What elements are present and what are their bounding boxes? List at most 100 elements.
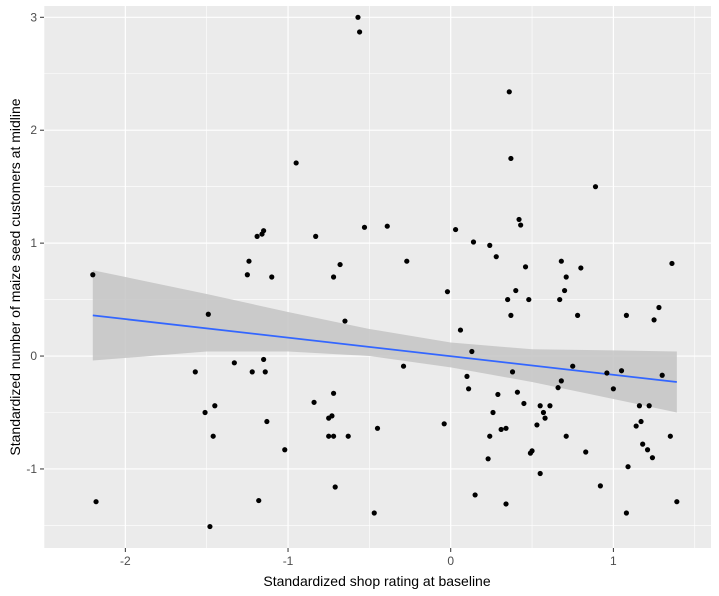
data-point bbox=[674, 499, 680, 505]
data-point bbox=[355, 14, 361, 20]
data-point bbox=[487, 242, 493, 248]
data-point bbox=[332, 484, 338, 490]
data-point bbox=[592, 184, 599, 190]
data-point bbox=[342, 318, 348, 324]
data-point bbox=[264, 418, 270, 425]
data-point bbox=[516, 216, 522, 223]
data-point bbox=[506, 89, 512, 95]
data-point bbox=[563, 433, 569, 439]
data-point bbox=[472, 492, 478, 498]
data-point bbox=[509, 369, 516, 375]
data-point bbox=[644, 447, 651, 453]
data-point bbox=[210, 433, 216, 439]
data-point bbox=[557, 296, 563, 303]
data-point bbox=[330, 274, 337, 280]
data-point bbox=[618, 368, 625, 374]
data-point bbox=[400, 363, 407, 369]
data-point bbox=[457, 327, 464, 333]
data-point bbox=[330, 390, 337, 396]
data-point bbox=[374, 425, 381, 431]
y-axis-title: Standardized number of maize seed custom… bbox=[7, 98, 23, 455]
data-point bbox=[610, 386, 616, 392]
data-point bbox=[282, 447, 288, 453]
data-point bbox=[526, 296, 532, 303]
data-point bbox=[547, 403, 553, 409]
data-point bbox=[371, 510, 377, 516]
data-point bbox=[469, 348, 475, 355]
data-point bbox=[313, 233, 319, 239]
data-point bbox=[575, 312, 581, 318]
data-point bbox=[667, 433, 673, 439]
confidence-band bbox=[92, 270, 677, 413]
data-point bbox=[561, 287, 568, 294]
points-layer bbox=[90, 14, 680, 530]
y-tick-label: 1 bbox=[30, 236, 37, 250]
data-point bbox=[498, 426, 504, 433]
confidence-band-layer bbox=[92, 270, 677, 413]
data-point bbox=[604, 370, 610, 376]
x-tick-label: 0 bbox=[447, 554, 454, 568]
data-point bbox=[623, 510, 630, 516]
data-point bbox=[202, 409, 208, 416]
data-point bbox=[404, 258, 410, 264]
data-point bbox=[625, 464, 631, 470]
data-point bbox=[518, 222, 524, 228]
y-tick-label: 3 bbox=[30, 10, 37, 24]
data-point bbox=[542, 415, 548, 421]
data-point bbox=[470, 239, 477, 245]
smooth-line-layer bbox=[92, 314, 677, 383]
data-point bbox=[534, 422, 540, 428]
data-point bbox=[558, 258, 564, 264]
data-point bbox=[293, 160, 299, 166]
data-point bbox=[231, 360, 237, 366]
data-point bbox=[466, 386, 472, 392]
data-point bbox=[669, 260, 675, 267]
data-point bbox=[262, 369, 268, 375]
data-point bbox=[633, 423, 639, 429]
data-point bbox=[261, 228, 267, 234]
data-point bbox=[192, 369, 198, 375]
data-point bbox=[529, 448, 535, 454]
y-tick-label: 0 bbox=[30, 349, 37, 363]
data-point bbox=[452, 226, 459, 233]
x-tick-label: -1 bbox=[283, 554, 294, 568]
data-point bbox=[646, 403, 652, 409]
data-point bbox=[345, 433, 351, 439]
data-point bbox=[659, 372, 665, 378]
data-point bbox=[649, 455, 656, 461]
data-point bbox=[570, 363, 576, 369]
data-point bbox=[249, 369, 255, 375]
data-point bbox=[384, 223, 390, 229]
data-point bbox=[522, 264, 529, 270]
data-point bbox=[636, 403, 643, 409]
data-point bbox=[490, 409, 496, 416]
x-axis-ticks: -2 -1 0 1 bbox=[120, 548, 617, 568]
data-point bbox=[540, 409, 547, 416]
data-point bbox=[464, 373, 470, 379]
data-point bbox=[563, 274, 569, 280]
x-axis-title: Standardized shop rating at baseline bbox=[263, 573, 490, 589]
data-point bbox=[357, 29, 363, 35]
y-tick-label: -1 bbox=[26, 462, 37, 476]
data-point bbox=[337, 261, 343, 268]
data-point bbox=[651, 317, 657, 323]
data-point bbox=[244, 272, 250, 278]
data-point bbox=[514, 389, 521, 395]
data-point bbox=[441, 421, 447, 427]
data-point bbox=[485, 456, 491, 462]
data-point bbox=[93, 499, 99, 505]
data-point bbox=[583, 449, 589, 455]
data-point bbox=[508, 155, 514, 162]
data-point bbox=[212, 403, 218, 409]
plot-panel bbox=[44, 6, 711, 548]
data-point bbox=[656, 304, 662, 311]
data-point bbox=[361, 224, 368, 230]
data-point bbox=[330, 433, 337, 439]
data-point bbox=[261, 356, 267, 363]
data-point bbox=[555, 385, 561, 391]
data-point bbox=[495, 391, 501, 398]
data-point bbox=[326, 433, 332, 439]
data-point bbox=[207, 523, 213, 530]
data-point bbox=[537, 470, 543, 477]
